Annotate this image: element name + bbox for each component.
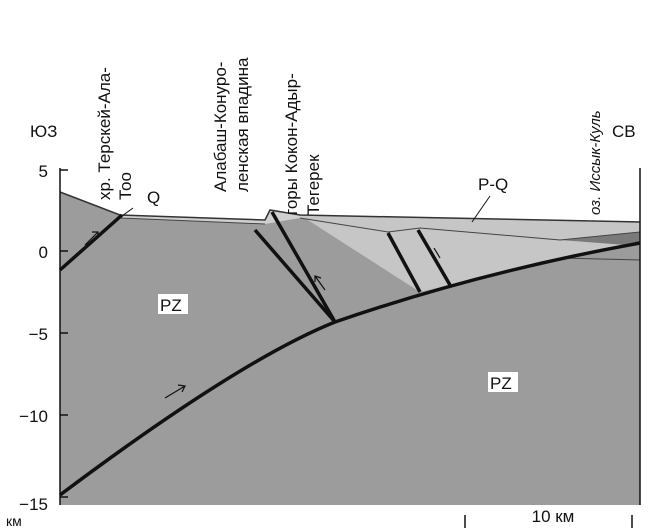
label: Тегерек: [304, 154, 323, 215]
fault: [58, 213, 124, 272]
unit-label: PZ: [160, 296, 182, 315]
scale-label: 10 км: [532, 507, 575, 526]
label: Тоо: [116, 172, 135, 200]
unit-label: PZ: [490, 374, 512, 393]
label: горы Кокон-Адыр-: [282, 73, 301, 215]
unit-label: P-Q: [478, 175, 508, 194]
header-right: СВ: [612, 122, 636, 141]
surface: [59, 191, 641, 223]
leader: [121, 207, 134, 217]
sediment-wedge: [300, 215, 640, 292]
fault: [253, 228, 337, 324]
fault: [270, 211, 337, 323]
tick-label: −10: [19, 407, 48, 426]
tick-label: −5: [29, 325, 48, 344]
layer-lines: [119, 217, 641, 261]
unit: км: [6, 513, 22, 529]
axis-labels: 5 0 −5 −10 −15: [19, 162, 48, 514]
fault: [386, 232, 422, 293]
label: ленская впадина: [233, 57, 252, 192]
axis: [59, 168, 641, 528]
label-box: [158, 294, 188, 314]
label: хр. Терскей-Ала-: [95, 67, 114, 200]
tick-label: 5: [39, 162, 48, 181]
faults: [58, 211, 641, 497]
header-left: ЮЗ: [30, 122, 57, 141]
label: оз. Иссык-Куль: [587, 110, 604, 215]
unit-label: Q: [147, 188, 160, 207]
label-box: [488, 372, 518, 392]
label: Алабаш-Конуро-: [211, 62, 230, 192]
fault: [416, 229, 452, 286]
tick-label: 0: [39, 243, 48, 262]
arrows: [84, 231, 441, 399]
leader: [471, 195, 491, 223]
tick-label: −15: [19, 495, 48, 514]
dark-layer: [560, 232, 640, 246]
